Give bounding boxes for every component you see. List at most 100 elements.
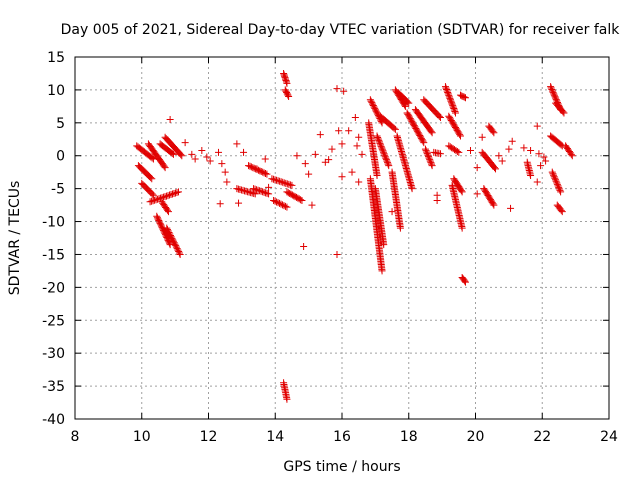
- data-point: [148, 175, 156, 183]
- data-point: [274, 199, 282, 207]
- data-point: [381, 151, 389, 159]
- data-point: [333, 85, 341, 93]
- data-point: [157, 194, 165, 202]
- data-point: [221, 168, 229, 176]
- data-point: [377, 142, 385, 150]
- data-point: [257, 187, 265, 195]
- data-point: [308, 201, 316, 209]
- data-point: [533, 178, 541, 186]
- data-point: [567, 150, 575, 158]
- y-tick-label: -35: [42, 379, 65, 395]
- data-point: [551, 174, 559, 182]
- data-point: [366, 96, 374, 104]
- data-point: [436, 150, 444, 158]
- data-point: [419, 137, 427, 145]
- data-point: [277, 178, 285, 186]
- data-point: [340, 87, 348, 95]
- data-point: [422, 147, 430, 155]
- data-point: [154, 195, 162, 203]
- data-point: [423, 148, 431, 156]
- data-point: [388, 208, 396, 216]
- data-point: [550, 171, 558, 179]
- data-point: [548, 168, 556, 176]
- data-point: [293, 152, 301, 160]
- data-point: [338, 140, 346, 148]
- data-point: [383, 157, 391, 165]
- data-point: [445, 93, 453, 101]
- data-point: [281, 202, 289, 210]
- data-point: [443, 87, 451, 95]
- data-point: [533, 122, 541, 130]
- data-point: [168, 190, 176, 198]
- data-point: [555, 183, 563, 191]
- data-point: [558, 208, 566, 216]
- data-point: [298, 196, 306, 204]
- y-tick-label: -15: [42, 247, 65, 263]
- data-point: [458, 224, 466, 232]
- data-point: [559, 108, 567, 116]
- data-point: [168, 234, 176, 242]
- data-point: [163, 224, 171, 232]
- data-point: [174, 246, 182, 254]
- data-point: [345, 127, 353, 135]
- data-point: [261, 155, 269, 163]
- data-point: [215, 148, 223, 156]
- data-point: [166, 116, 174, 124]
- data-point: [547, 83, 555, 91]
- data-point: [164, 192, 172, 200]
- data-point: [424, 153, 432, 161]
- x-tick-label: 10: [133, 429, 151, 445]
- data-point: [378, 145, 386, 153]
- data-point: [373, 109, 381, 117]
- data-point: [556, 186, 564, 194]
- data-point: [273, 198, 281, 206]
- data-point: [458, 188, 466, 196]
- data-point: [369, 100, 377, 108]
- data-point: [547, 84, 555, 92]
- data-point: [433, 196, 441, 204]
- data-point: [254, 186, 262, 194]
- data-point: [490, 129, 498, 137]
- data-point: [537, 162, 545, 170]
- data-point: [288, 181, 296, 189]
- data-point: [351, 114, 359, 122]
- data-point: [520, 144, 528, 152]
- data-point: [149, 197, 157, 205]
- data-point: [149, 155, 157, 163]
- axis-ticks: [74, 56, 610, 420]
- data-point: [382, 156, 390, 164]
- data-point: [552, 177, 560, 185]
- data-point: [380, 241, 388, 249]
- y-axis-label: SDTVAR / TECUs: [7, 181, 23, 296]
- data-point: [495, 152, 503, 160]
- data-point: [218, 160, 226, 168]
- data-point: [382, 154, 390, 162]
- data-point: [170, 189, 178, 197]
- data-point: [168, 149, 176, 157]
- data-point: [557, 188, 565, 196]
- data-point: [377, 141, 385, 149]
- data-point: [446, 94, 454, 102]
- data-point: [428, 162, 436, 170]
- data-point: [427, 127, 435, 135]
- data-point: [166, 191, 174, 199]
- data-point: [198, 146, 206, 154]
- data-point: [282, 179, 290, 187]
- data-point: [370, 103, 378, 111]
- data-point: [240, 148, 248, 156]
- data-point: [152, 196, 160, 204]
- data-point: [444, 88, 452, 96]
- data-point: [379, 148, 387, 156]
- data-point: [300, 243, 308, 251]
- data-point: [460, 93, 468, 101]
- data-point: [175, 249, 183, 257]
- data-point: [167, 233, 175, 241]
- data-point: [457, 187, 465, 195]
- data-point: [508, 137, 516, 145]
- data-point: [273, 176, 281, 184]
- x-tick-label: 20: [467, 429, 485, 445]
- data-point: [285, 92, 293, 100]
- data-point: [553, 180, 561, 188]
- y-tick-label: -25: [42, 313, 65, 329]
- data-point: [279, 178, 287, 186]
